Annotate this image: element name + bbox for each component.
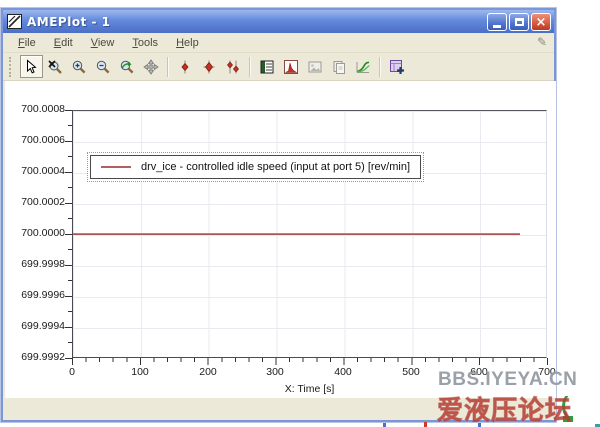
- zoom-cancel-button[interactable]: [44, 55, 67, 78]
- x-axis-title: X: Time [s]: [284, 383, 335, 395]
- y-tick-label: 700.0006: [21, 134, 65, 146]
- y-tick-label: 699.9998: [21, 258, 65, 270]
- ameplot-window: AMEPlot - 1 × File Edit View Tools Help …: [1, 8, 556, 422]
- zoom-in-icon: [72, 60, 86, 73]
- toolbar-grip[interactable]: [9, 56, 14, 77]
- app-icon: [7, 14, 22, 29]
- cursor-marker-button[interactable]: [174, 55, 197, 78]
- x-tick-label: 100: [131, 366, 149, 378]
- plot-canvas[interactable]: 700.0008 700.0006 700.0004 700.0002 700.…: [5, 81, 556, 397]
- legend-line-sample: [101, 166, 131, 168]
- x-tick-label: 500: [402, 366, 420, 378]
- maximize-button[interactable]: [509, 13, 529, 31]
- minimize-button[interactable]: [487, 13, 507, 31]
- dual-marker-button[interactable]: [222, 55, 245, 78]
- menu-view[interactable]: View: [90, 36, 115, 49]
- copy-pages-icon: [333, 60, 345, 74]
- export-image-icon: [308, 61, 322, 72]
- pan-icon: [143, 58, 159, 75]
- y-tick-label: 700.0008: [21, 103, 65, 115]
- cross-marker-icon: [203, 60, 215, 73]
- zoom-previous-button[interactable]: [116, 55, 139, 78]
- menu-help[interactable]: Help: [176, 36, 199, 49]
- zoom-out-button[interactable]: [92, 55, 115, 78]
- pan-button[interactable]: [140, 55, 163, 78]
- y-tick-label: 699.9996: [21, 289, 65, 301]
- menu-tools[interactable]: Tools: [132, 36, 159, 49]
- select-cursor-button[interactable]: [19, 55, 43, 78]
- x-axis-minor-ticks: [72, 358, 548, 362]
- toolbar-separator: [379, 56, 381, 77]
- curve-manager-icon: [356, 61, 370, 73]
- cross-marker-button[interactable]: [198, 55, 221, 78]
- toolbar: [3, 53, 554, 81]
- zoom-previous-icon: [120, 60, 134, 73]
- cursor-arrow-icon: [27, 58, 37, 73]
- menu-bar: File Edit View Tools Help ✎: [3, 33, 554, 53]
- new-plot-icon: [390, 59, 404, 74]
- y-tick-label: 699.9994: [21, 320, 65, 332]
- background-artifact: [563, 416, 573, 422]
- copy-pages-button[interactable]: [328, 55, 351, 78]
- y-tick-label: 700.0002: [21, 196, 65, 208]
- y-axis-minor-ticks: [68, 125, 72, 350]
- pin-icon[interactable]: ✎: [536, 35, 547, 49]
- background-artifact: [595, 424, 600, 427]
- background-artifact: [424, 422, 427, 427]
- export-image-button[interactable]: [304, 55, 327, 78]
- dual-marker-icon: [227, 60, 239, 73]
- background-artifact: [383, 423, 386, 427]
- histogram-icon: [284, 59, 298, 74]
- window-title: AMEPlot - 1: [27, 14, 111, 29]
- cursor-marker-icon: [181, 60, 189, 73]
- status-bar: [5, 397, 556, 418]
- data-list-button[interactable]: [256, 55, 279, 78]
- watermark-text: BBS.IYEYA.CN: [438, 369, 578, 390]
- zoom-in-button[interactable]: [68, 55, 91, 78]
- y-tick-label: 700.0000: [21, 227, 65, 239]
- histogram-button[interactable]: [280, 55, 303, 78]
- title-bar[interactable]: AMEPlot - 1 ×: [3, 10, 554, 33]
- background-artifact: [478, 423, 481, 427]
- menu-file[interactable]: File: [18, 36, 36, 49]
- x-tick-label: 400: [334, 366, 352, 378]
- y-tick-label: 699.9992: [21, 351, 65, 363]
- menu-edit[interactable]: Edit: [53, 36, 73, 49]
- minimize-icon: [493, 24, 501, 28]
- data-list-icon: [260, 60, 274, 73]
- new-plot-button[interactable]: [386, 55, 409, 78]
- toolbar-separator: [167, 56, 169, 77]
- toolbar-separator: [249, 56, 251, 77]
- close-button[interactable]: ×: [531, 13, 551, 31]
- legend-label: drv_ice - controlled idle speed (input a…: [141, 161, 411, 173]
- zoom-out-icon: [96, 60, 110, 73]
- x-tick-label: 300: [266, 366, 284, 378]
- curve-drv-ice-idle-speed[interactable]: [73, 233, 520, 235]
- maximize-icon: [514, 18, 524, 26]
- x-tick-label: 600: [470, 366, 488, 378]
- curve-manager-button[interactable]: [352, 55, 375, 78]
- close-icon: ×: [535, 14, 547, 30]
- x-tick-label: 0: [69, 366, 75, 378]
- legend-box[interactable]: drv_ice - controlled idle speed (input a…: [87, 152, 425, 182]
- y-tick-label: 700.0004: [21, 165, 65, 177]
- background-artifact: (: [561, 392, 569, 417]
- x-tick-label: 700: [538, 366, 556, 378]
- x-tick-label: 200: [199, 366, 217, 378]
- zoom-cancel-icon: [48, 59, 62, 74]
- watermark-text-cn: 爱液压论坛: [437, 395, 573, 426]
